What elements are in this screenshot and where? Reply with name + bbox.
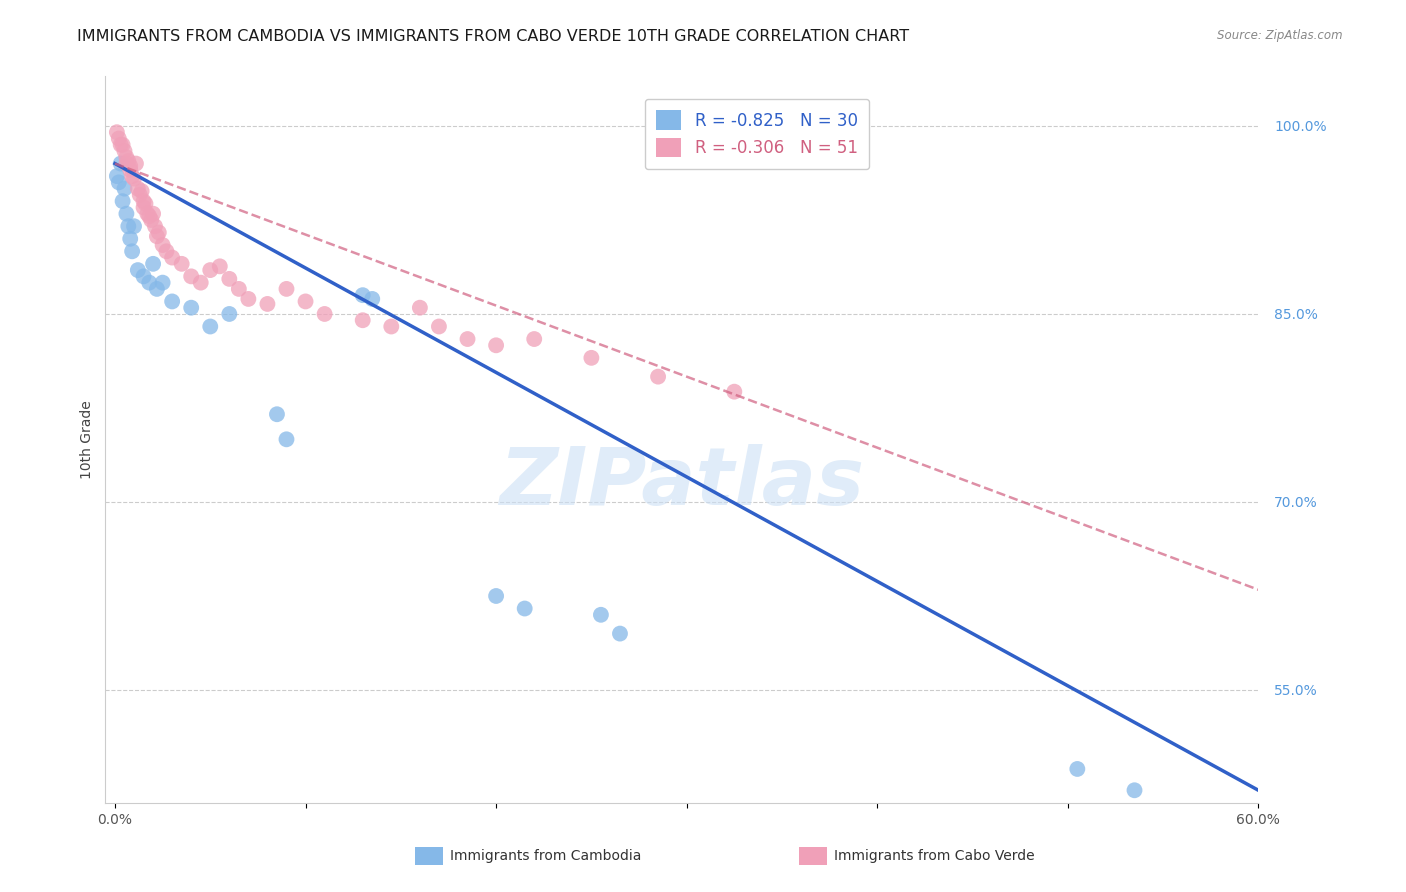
Point bbox=[361, 292, 384, 306]
Text: Source: ZipAtlas.com: Source: ZipAtlas.com bbox=[1218, 29, 1343, 42]
Point bbox=[427, 319, 450, 334]
Point bbox=[117, 219, 139, 234]
Point bbox=[120, 159, 142, 173]
Point bbox=[276, 433, 298, 447]
Point bbox=[228, 282, 250, 296]
Text: Immigrants from Cambodia: Immigrants from Cambodia bbox=[450, 849, 641, 863]
Point bbox=[294, 294, 316, 309]
Point bbox=[122, 171, 145, 186]
Point bbox=[115, 207, 138, 221]
Point bbox=[111, 194, 134, 209]
Text: ZIPatlas: ZIPatlas bbox=[499, 444, 865, 522]
Point bbox=[115, 156, 138, 170]
Point bbox=[132, 269, 155, 284]
Point bbox=[256, 297, 278, 311]
Point bbox=[110, 156, 132, 170]
Point bbox=[114, 181, 136, 195]
Point bbox=[180, 269, 202, 284]
Point bbox=[146, 229, 169, 244]
Point bbox=[148, 226, 170, 240]
Point bbox=[160, 294, 183, 309]
Point bbox=[142, 207, 165, 221]
Legend: R = -0.825   N = 30, R = -0.306   N = 51: R = -0.825 N = 30, R = -0.306 N = 51 bbox=[644, 99, 869, 169]
Point bbox=[523, 332, 546, 346]
Point bbox=[238, 292, 260, 306]
Point bbox=[138, 209, 160, 223]
Point bbox=[276, 282, 298, 296]
Y-axis label: 10th Grade: 10th Grade bbox=[80, 400, 94, 479]
Point bbox=[117, 154, 139, 169]
Point bbox=[115, 150, 138, 164]
Point bbox=[200, 319, 222, 334]
Point bbox=[134, 196, 156, 211]
Point bbox=[152, 276, 174, 290]
Point bbox=[125, 156, 148, 170]
Point bbox=[609, 626, 631, 640]
Point bbox=[208, 260, 231, 274]
Point bbox=[180, 301, 202, 315]
Point bbox=[120, 162, 142, 177]
Point bbox=[114, 144, 136, 158]
Point bbox=[131, 184, 153, 198]
Point bbox=[160, 251, 183, 265]
Text: Immigrants from Cabo Verde: Immigrants from Cabo Verde bbox=[834, 849, 1035, 863]
Point bbox=[218, 272, 240, 286]
Point bbox=[647, 369, 669, 384]
Point bbox=[138, 276, 160, 290]
Point bbox=[513, 601, 536, 615]
Point bbox=[1123, 783, 1146, 797]
Point bbox=[111, 137, 134, 152]
Point bbox=[132, 201, 155, 215]
Point bbox=[352, 288, 374, 302]
Point bbox=[152, 238, 174, 252]
Point bbox=[120, 232, 142, 246]
Point bbox=[121, 244, 143, 259]
Point bbox=[121, 169, 143, 183]
Point bbox=[485, 589, 508, 603]
Point bbox=[155, 244, 177, 259]
Point bbox=[723, 384, 745, 399]
Point bbox=[122, 219, 145, 234]
Point bbox=[266, 407, 288, 421]
Point bbox=[218, 307, 240, 321]
Point bbox=[105, 125, 128, 139]
Point bbox=[380, 319, 402, 334]
Point bbox=[127, 263, 149, 277]
Point bbox=[132, 194, 155, 209]
Point bbox=[146, 282, 169, 296]
Point bbox=[485, 338, 508, 352]
Point bbox=[107, 175, 129, 189]
Text: IMMIGRANTS FROM CAMBODIA VS IMMIGRANTS FROM CABO VERDE 10TH GRADE CORRELATION CH: IMMIGRANTS FROM CAMBODIA VS IMMIGRANTS F… bbox=[77, 29, 910, 44]
Point bbox=[141, 213, 163, 227]
Point bbox=[589, 607, 612, 622]
Point bbox=[581, 351, 603, 365]
Point bbox=[352, 313, 374, 327]
Point bbox=[105, 169, 128, 183]
Point bbox=[409, 301, 432, 315]
Point bbox=[110, 137, 132, 152]
Point bbox=[190, 276, 212, 290]
Point bbox=[107, 131, 129, 145]
Point bbox=[143, 219, 166, 234]
Point bbox=[457, 332, 479, 346]
Point bbox=[170, 257, 193, 271]
Point bbox=[142, 257, 165, 271]
Point bbox=[314, 307, 336, 321]
Point bbox=[127, 181, 149, 195]
Point bbox=[128, 187, 150, 202]
Point bbox=[136, 207, 159, 221]
Point bbox=[200, 263, 222, 277]
Point bbox=[1066, 762, 1088, 776]
